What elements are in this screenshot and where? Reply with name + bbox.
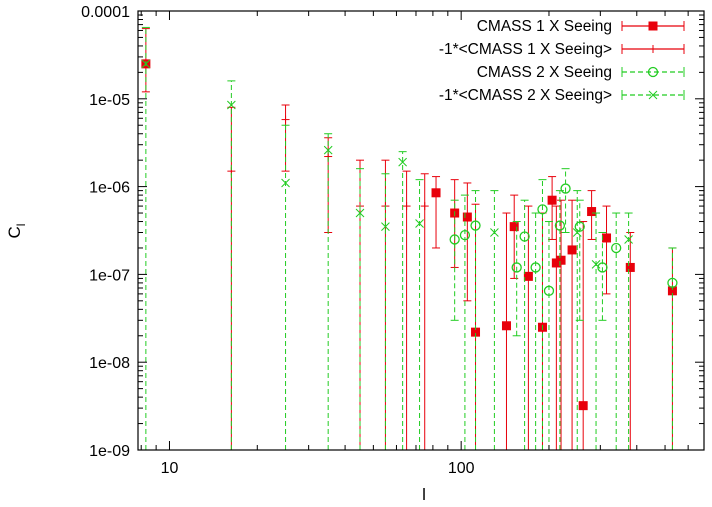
data-point-circle [554, 220, 566, 231]
data-point-circle [574, 221, 585, 232]
cross-b [572, 228, 582, 237]
data-point-square [567, 245, 577, 255]
data-point-plus [402, 202, 411, 211]
data-point-square [556, 255, 566, 265]
series-layer [141, 26, 678, 450]
data-point-cross [648, 90, 658, 100]
data-point-square [667, 286, 677, 296]
data-point-plus [649, 45, 657, 53]
data-point-circle [470, 220, 481, 231]
data-point-square [551, 258, 561, 268]
y-axis-label-subscript: l [14, 224, 28, 227]
legend-label: -1*<CMASS 2 X Seeing> [439, 87, 612, 104]
data-point-plus [281, 115, 290, 124]
cross-b [281, 178, 290, 188]
cross-b [381, 222, 390, 231]
y-tick-label: 1e-07 [89, 267, 130, 284]
data-point-plus [420, 202, 429, 211]
series-3 [449, 168, 678, 450]
data-point-cross [490, 228, 499, 237]
cross-b [227, 100, 236, 110]
cross-b [323, 145, 333, 155]
data-point-square [509, 222, 519, 232]
data-point-square [587, 207, 597, 217]
data-point-circle [647, 66, 659, 78]
y-tick-label: 1e-06 [89, 180, 130, 197]
data-point-square [462, 212, 472, 222]
data-point-cross [355, 208, 365, 218]
data-point-circle [560, 183, 571, 194]
y-tick-label: 1e-08 [89, 355, 130, 372]
data-point-square [547, 195, 557, 205]
cross-b [141, 59, 151, 69]
data-point-cross [591, 260, 601, 269]
data-point-cross [323, 145, 333, 155]
data-point-circle [530, 262, 541, 273]
data-point-circle [611, 242, 622, 254]
cross-b [648, 90, 658, 100]
legend-entry-4: -1*<CMASS 2 X Seeing> [439, 87, 685, 104]
axis-label-layer: l Cl [5, 224, 426, 504]
x-axis-label: l [422, 485, 426, 504]
legend-entry-3: CMASS 2 X Seeing [477, 64, 685, 81]
y-axis-label-main: C [5, 226, 24, 238]
data-point-circle [519, 231, 530, 242]
y-tick-label: 1e-09 [89, 443, 130, 460]
cross-b [490, 228, 499, 237]
data-point-square [431, 188, 441, 198]
data-point-circle [449, 234, 460, 245]
cross-b [398, 157, 407, 167]
x-tick-label: 10 [161, 460, 179, 477]
legend-label: CMASS 2 X Seeing [477, 64, 612, 81]
y-tick-label: 0.0001 [81, 4, 130, 21]
data-point-cross [398, 157, 407, 167]
legend-label: CMASS 1 X Seeing [477, 18, 612, 35]
data-point-cross [415, 219, 424, 228]
data-point-cross [572, 228, 582, 237]
data-point-circle [667, 277, 678, 289]
legend-entry-1: CMASS 1 X Seeing [477, 18, 685, 35]
tick-layer: 1e-09 1e-08 1e-07 1e-06 1e-05 0.0001 10 100 [81, 4, 704, 477]
data-point-square [523, 271, 533, 281]
cross-b [415, 219, 424, 228]
data-point-square [625, 262, 635, 272]
data-point-square [471, 327, 481, 337]
data-point-circle [511, 262, 522, 273]
legend: CMASS 1 X Seeing -1*<CMASS 1 X Seeing> CMA… [439, 18, 685, 104]
data-point-square [648, 21, 658, 31]
data-point-cross [381, 222, 390, 231]
legend-label: -1*<CMASS 1 X Seeing> [439, 41, 612, 58]
data-point-cross [281, 178, 290, 188]
data-point-square [501, 321, 511, 331]
cross-b [355, 208, 365, 218]
y-axis-label: Cl [5, 224, 28, 239]
data-point-circle [597, 262, 608, 273]
x-tick-label: 100 [448, 460, 475, 477]
cross-b [624, 235, 633, 244]
data-point-square [602, 233, 612, 243]
data-point-circle [543, 285, 555, 296]
y-tick-label: 1e-05 [89, 92, 130, 109]
data-point-cross [141, 59, 151, 69]
data-point-square [578, 401, 588, 411]
cross-b [591, 260, 601, 269]
data-point-circle [537, 204, 548, 215]
plot-frame [137, 10, 705, 451]
series-4 [141, 26, 633, 450]
data-point-cross [227, 100, 236, 110]
legend-entry-2: -1*<CMASS 1 X Seeing> [439, 41, 685, 58]
data-point-circle [459, 229, 471, 241]
data-point-cross [624, 235, 633, 244]
